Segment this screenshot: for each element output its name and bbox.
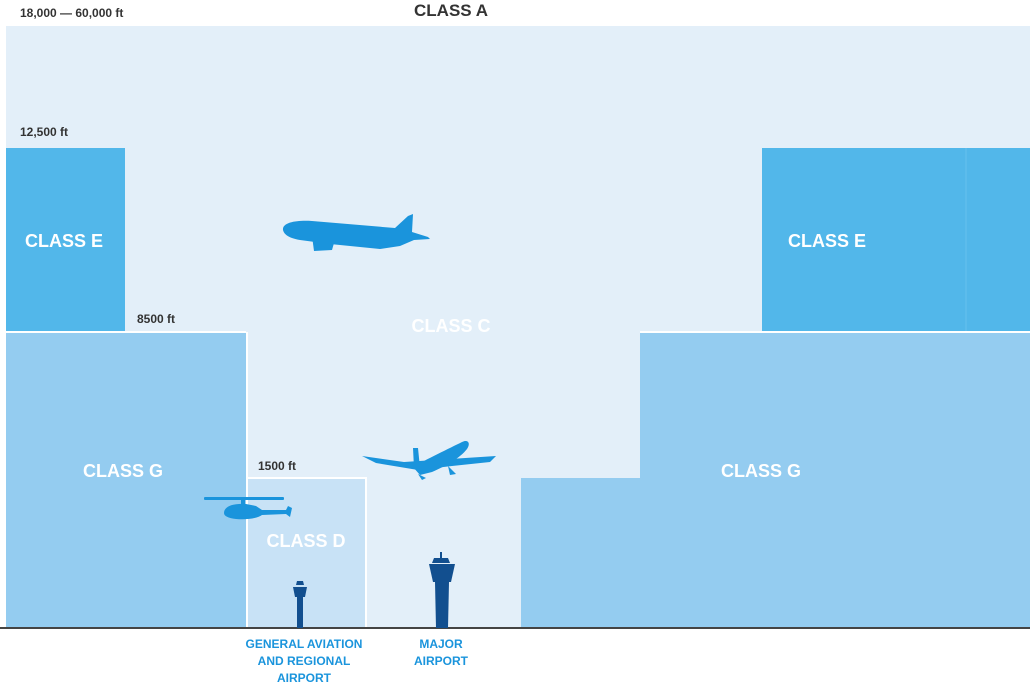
class-a-altitude-label: 18,000 — 60,000 ft [20,6,123,20]
jet-airliner-icon [282,214,430,251]
control-tower-icon [429,552,455,628]
class-g-right-region [521,332,1030,628]
jumbo-jet-icon [362,440,496,480]
class-g-left-region [6,332,246,628]
regional-airport-label-line-3: AIRPORT [277,671,332,685]
control-tower-icon [293,581,307,628]
class-c-label: CLASS C [411,316,490,336]
class-a-title: CLASS A [414,1,488,20]
regional-airport-label-line-2: AND REGIONAL [258,654,351,668]
class-e-floor-label: 12,500 ft [20,125,68,139]
class-g-left-label: CLASS G [83,461,163,481]
zone-borders [6,331,1030,628]
major-airport-label-line-1: MAJOR [419,637,463,651]
class-e-left-label: CLASS E [25,231,103,251]
helicopter-icon [204,497,292,520]
major-airport-label-line-2: AIRPORT [414,654,469,668]
class-e-left-region [6,148,125,332]
major-airport-label: MAJOR AIRPORT [414,637,469,668]
class-d-label: CLASS D [266,531,345,551]
class-g-right-label: CLASS G [721,461,801,481]
class-d-region [248,478,366,628]
regional-airport-label-line-1: GENERAL AVIATION [246,637,363,651]
regional-airport-label: GENERAL AVIATION AND REGIONAL AIRPORT [246,637,363,685]
class-e-right-region [762,148,1030,332]
class-d-ceiling-label: 1500 ft [258,459,296,473]
class-e-right-label: CLASS E [788,231,866,251]
class-g-ceiling-label: 8500 ft [137,312,175,326]
